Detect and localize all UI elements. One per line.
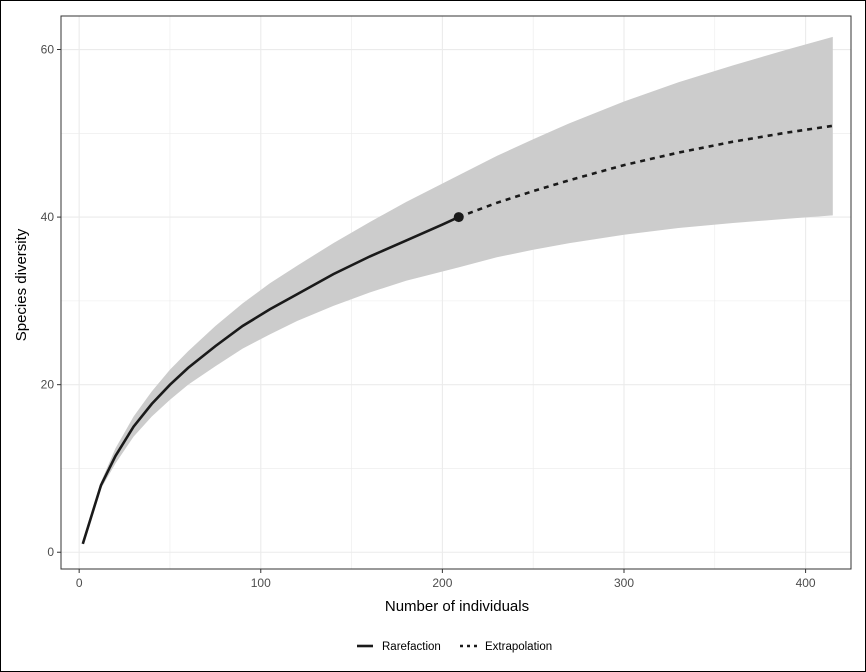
x-tick-label: 200 [432, 576, 452, 590]
y-tick-label: 20 [41, 378, 55, 392]
rarefaction-line [81, 215, 460, 545]
y-tick-label: 40 [41, 210, 55, 224]
x-axis-ticks: 0 100 200 300 400 [76, 569, 816, 590]
y-tick-label: 0 [47, 545, 54, 559]
y-axis-title: Species diversity [13, 228, 30, 341]
reference-point [453, 212, 464, 223]
y-tick-label: 60 [41, 43, 55, 57]
x-tick-label: 100 [251, 576, 271, 590]
x-tick-label: 0 [76, 576, 83, 590]
y-axis-ticks: 0 20 40 60 [41, 43, 61, 559]
legend-label-rarefaction: Rarefaction [382, 641, 441, 653]
panel-border [60, 15, 852, 570]
x-axis-title: Number of individuals [385, 598, 529, 615]
legend: Rarefaction Extrapolation [357, 641, 552, 653]
legend-label-extrapolation: Extrapolation [485, 641, 552, 653]
x-tick-label: 300 [614, 576, 634, 590]
x-tick-label: 400 [796, 576, 816, 590]
confidence-band [82, 36, 833, 544]
extrapolation-line [458, 124, 833, 219]
